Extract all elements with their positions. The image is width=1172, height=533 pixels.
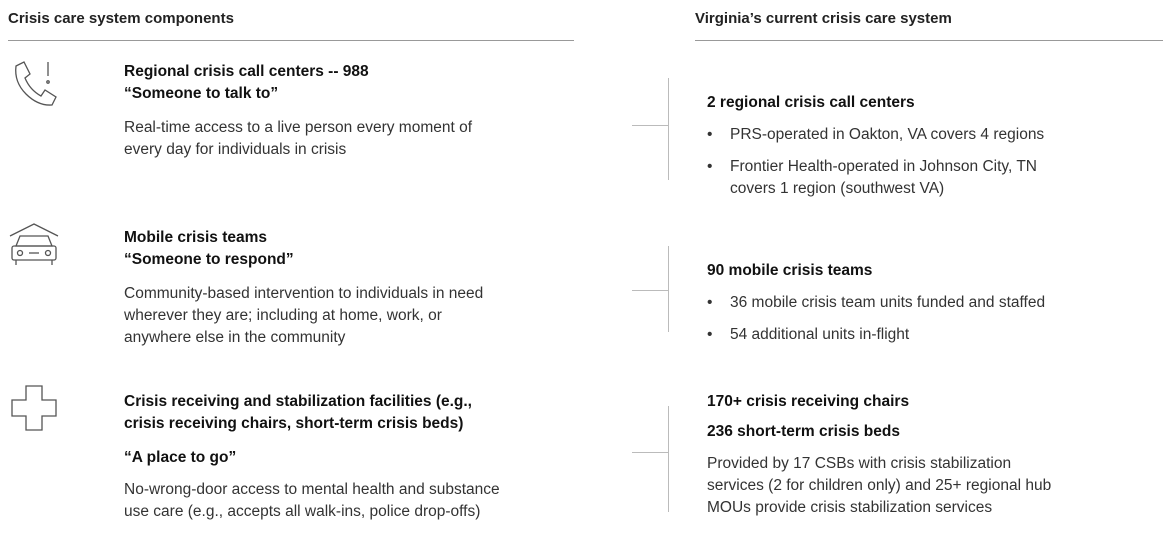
component-description: use care (e.g., accepts all walk-ins, po… (124, 503, 481, 520)
status-title: 90 mobile crisis teams (707, 262, 873, 279)
component-title: “Someone to talk to” (124, 85, 279, 102)
component-description: anywhere else in the community (124, 329, 346, 346)
component-title: “Someone to respond” (124, 251, 294, 268)
component-description: every day for individuals in crisis (124, 141, 347, 158)
component-description: Real-time access to a live person every … (124, 119, 473, 136)
bullet-text: 54 additional units in-flight (730, 326, 910, 343)
header-rule (8, 40, 574, 41)
bullet: • (707, 294, 713, 311)
connector (668, 406, 669, 512)
bullet: • (707, 158, 713, 175)
component-description: No-wrong-door access to mental health an… (124, 481, 500, 498)
component-title: Regional crisis call centers -- 988 (124, 63, 369, 80)
component-description: wherever they are; including at home, wo… (124, 307, 442, 324)
cross-icon (11, 385, 57, 431)
status-title: 2 regional crisis call centers (707, 94, 915, 111)
component-title: Crisis receiving and stabilization facil… (124, 393, 472, 410)
status-note: Provided by 17 CSBs with crisis stabiliz… (707, 455, 1012, 472)
component-tagline: “A place to go” (124, 449, 237, 466)
connector (668, 246, 669, 332)
right-header: Virginia’s current crisis care system (695, 10, 952, 27)
component-description: Community-based intervention to individu… (124, 285, 484, 302)
left-header: Crisis care system components (8, 10, 234, 27)
bullet: • (707, 326, 713, 343)
connector (668, 78, 669, 180)
bullet-text: 36 mobile crisis team units funded and s… (730, 294, 1046, 311)
bullet-text: PRS-operated in Oakton, VA covers 4 regi… (730, 126, 1045, 143)
bullet-text: covers 1 region (southwest VA) (730, 180, 945, 197)
connector (632, 125, 668, 126)
connector (632, 290, 668, 291)
bullet-text: Frontier Health-operated in Johnson City… (730, 158, 1037, 175)
header-rule (695, 40, 1163, 41)
car-icon (9, 223, 59, 265)
phone-icon (15, 61, 57, 106)
bullet: • (707, 126, 713, 143)
status-note: MOUs provide crisis stabilization servic… (707, 499, 993, 516)
status-title: 236 short-term crisis beds (707, 423, 900, 440)
component-title: Mobile crisis teams (124, 229, 268, 246)
status-note: services (2 for children only) and 25+ r… (707, 477, 1052, 494)
component-title: crisis receiving chairs, short-term cris… (124, 415, 464, 432)
status-title: 170+ crisis receiving chairs (707, 393, 910, 410)
connector (632, 452, 668, 453)
